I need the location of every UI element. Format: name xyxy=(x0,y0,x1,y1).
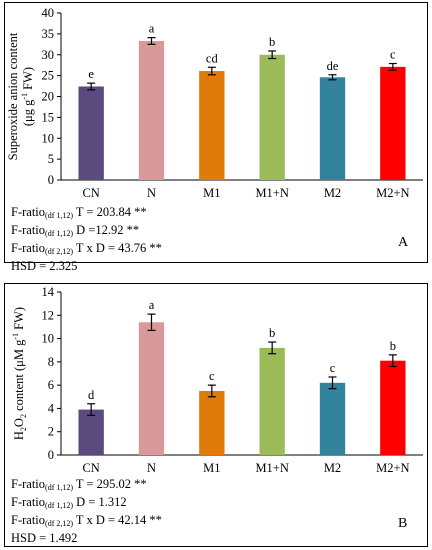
y-tick-label: 5 xyxy=(48,152,54,166)
significance-letter: a xyxy=(149,22,155,36)
y-tick-label: 10 xyxy=(42,131,55,145)
x-tick-label: N xyxy=(147,461,156,475)
y-tick-label: 35 xyxy=(42,27,55,41)
y-tick-label: 0 xyxy=(48,173,54,187)
x-tick-label: M2+N xyxy=(376,461,409,475)
bar xyxy=(380,360,406,455)
bar xyxy=(259,54,285,180)
significance-letter: de xyxy=(327,59,339,73)
stats-line: F-ratio(df 2,12) T x D = 43.76 ** xyxy=(11,241,162,256)
y-tick-label: 8 xyxy=(48,355,54,369)
bar xyxy=(78,86,104,180)
y-tick-label: 6 xyxy=(48,378,54,392)
x-tick-label: M1 xyxy=(203,186,220,200)
chart-a-svg: 0 5 10 15 20 25 30 35 40 e CN a Ncd M1 b M1+N de M2 c M2+N S… xyxy=(6,6,423,200)
y-tick-label: 25 xyxy=(42,69,55,83)
x-tick-label: M2+N xyxy=(376,186,409,200)
significance-letter: e xyxy=(88,67,94,81)
x-tick-label: N xyxy=(147,186,156,200)
y-axis-label: H2O2 content (μM g-1 FW) xyxy=(11,307,28,440)
y-tick-label: 12 xyxy=(42,308,55,322)
bar xyxy=(319,382,346,455)
x-tick-label: CN xyxy=(82,461,99,475)
significance-letter: cd xyxy=(206,51,219,65)
significance-letter: b xyxy=(390,339,396,353)
y-tick-label: 0 xyxy=(48,448,54,462)
x-tick-label: M1+N xyxy=(255,186,288,200)
stats-line: F-ratio(df 1,12) T = 203.84 ** xyxy=(11,205,147,220)
y-tick-label: 2 xyxy=(48,425,54,439)
significance-letter: b xyxy=(269,35,275,49)
x-tick-label: CN xyxy=(82,186,99,200)
stats-line: HSD = 2.325 xyxy=(11,259,78,273)
stats-line: F-ratio(df 1,12) D =12.92 ** xyxy=(11,223,140,238)
bar xyxy=(319,77,346,180)
y-tick-label: 15 xyxy=(42,110,55,124)
stats-line: F-ratio(df 1,12) D = 1.312 xyxy=(11,495,127,510)
x-tick-label: M1 xyxy=(203,461,220,475)
y-tick-label: 4 xyxy=(48,401,55,415)
stats-line: F-ratio(df 1,12) T = 295.02 ** xyxy=(11,477,147,492)
y-tick-label: 20 xyxy=(42,90,55,104)
bar xyxy=(199,390,225,455)
bar xyxy=(138,40,165,180)
x-tick-label: M2 xyxy=(324,461,341,475)
panel-label-b: B xyxy=(398,516,408,531)
significance-letter: c xyxy=(330,361,336,375)
y-tick-label: 30 xyxy=(42,48,55,62)
x-tick-label: M2 xyxy=(324,186,341,200)
stats-block-b: F-ratio(df 1,12) T = 295.02 ** F-ratio(d… xyxy=(11,477,162,546)
chart-b-svg: 0 2 4 6 8 10 12 14 d CN a Nc M1 b M1+N c M2 b M2+N H2O2 con… xyxy=(11,285,423,475)
panel-label-a: A xyxy=(398,235,409,250)
bar xyxy=(199,71,225,180)
y-tick-label: 10 xyxy=(42,332,55,346)
significance-letter: d xyxy=(88,388,95,402)
x-tick-label: M1+N xyxy=(255,461,288,475)
y-tick-label: 40 xyxy=(42,6,55,20)
bar xyxy=(138,322,165,455)
significance-letter: b xyxy=(269,326,275,340)
stats-line: F-ratio(df 2,12) T x D = 42.14 ** xyxy=(11,513,162,528)
y-axis-label: Superoxide anion content(μg g-1 FW) xyxy=(6,32,35,160)
y-tick-label: 14 xyxy=(42,285,55,299)
bar xyxy=(78,409,104,455)
significance-letter: a xyxy=(149,298,155,312)
significance-letter: c xyxy=(209,369,215,383)
significance-letter: c xyxy=(390,48,396,62)
stats-block-a: F-ratio(df 1,12) T = 203.84 ** F-ratio(d… xyxy=(11,205,162,274)
stats-line: HSD = 1.492 xyxy=(11,531,78,545)
bar xyxy=(380,66,406,180)
bar xyxy=(259,347,285,455)
